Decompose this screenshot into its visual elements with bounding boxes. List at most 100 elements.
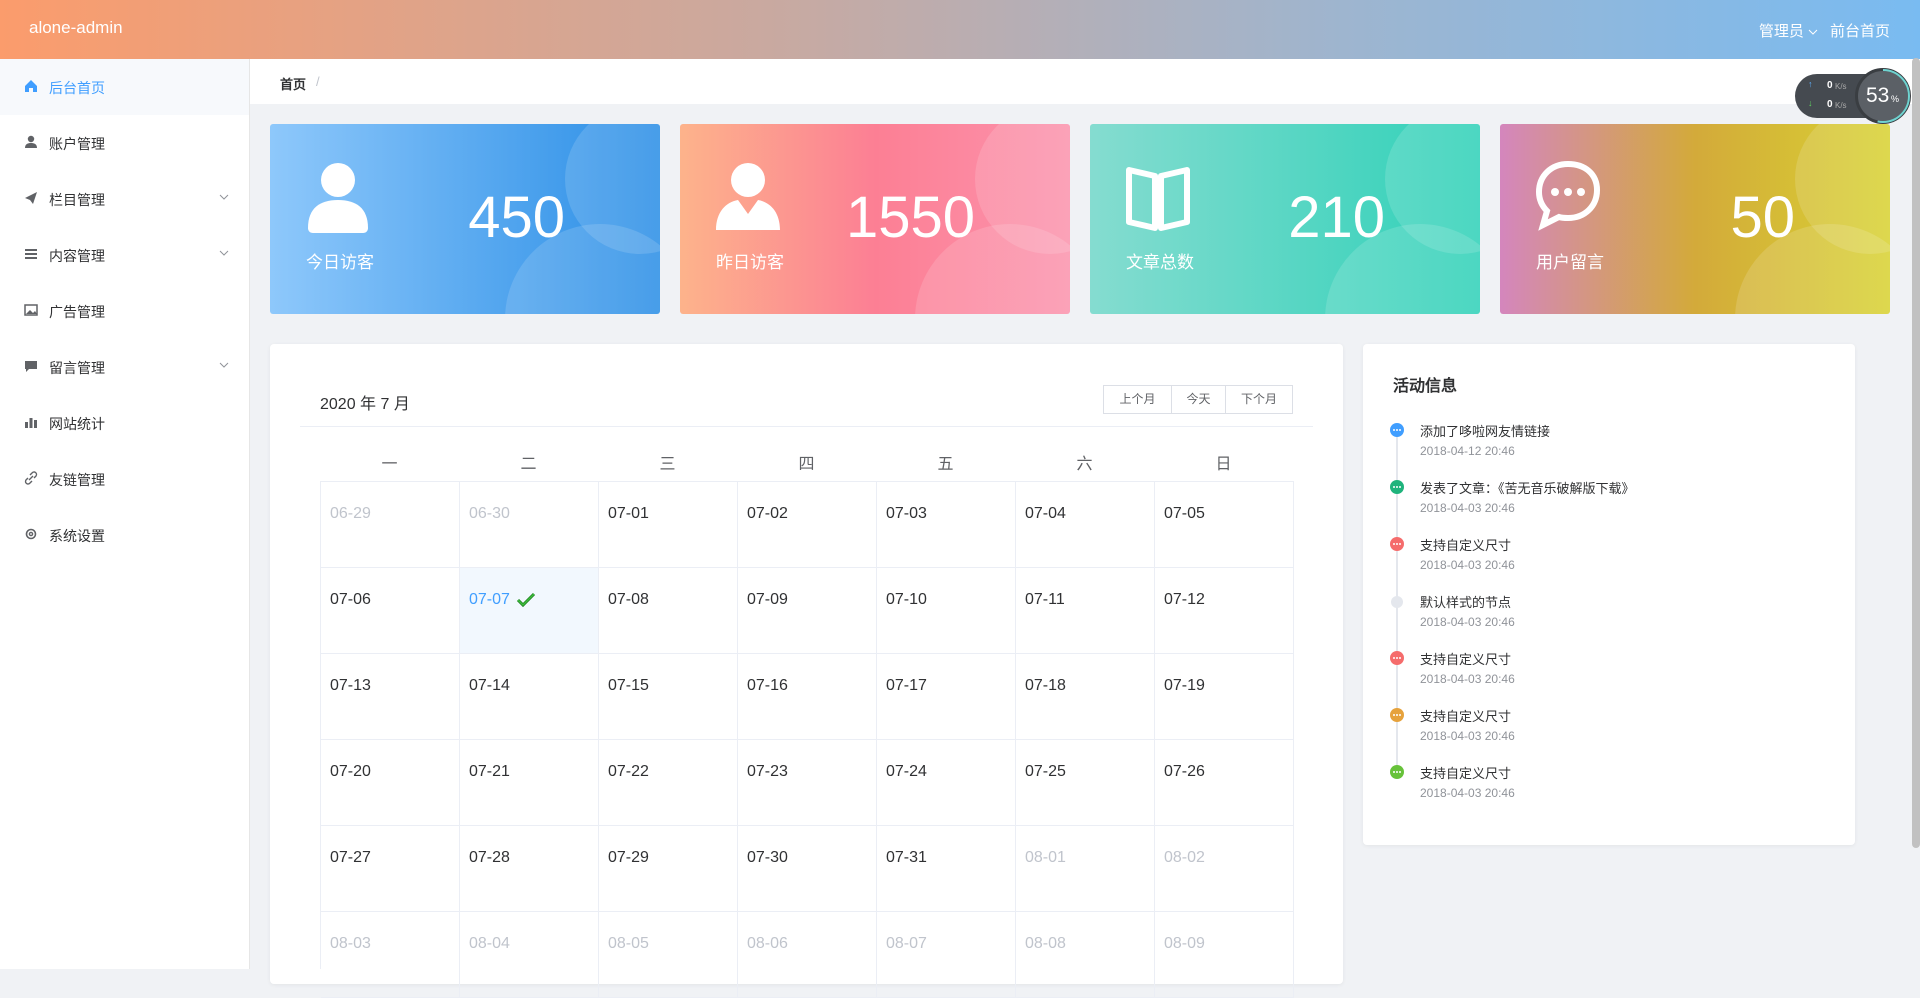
menu-item[interactable]: 系统设置 bbox=[0, 507, 249, 563]
calendar-day[interactable]: 08-08 bbox=[1016, 912, 1155, 998]
upload-arrow: ↑ bbox=[1808, 79, 1813, 89]
calendar-day[interactable]: 07-15 bbox=[599, 654, 738, 740]
activity-content: 添加了哆啦网友情链接 bbox=[1420, 424, 1551, 439]
upload-unit: K/s bbox=[1835, 82, 1847, 91]
menu-item[interactable]: 网站统计 bbox=[0, 395, 249, 451]
calendar-day[interactable]: 07-19 bbox=[1155, 654, 1294, 740]
calendar-day[interactable]: 07-21 bbox=[460, 740, 599, 826]
timeline-dot bbox=[1390, 537, 1404, 551]
menu-item[interactable]: 广告管理 bbox=[0, 283, 249, 339]
day-label: 07-10 bbox=[886, 591, 927, 608]
calendar-day[interactable]: 08-01 bbox=[1016, 826, 1155, 912]
menu-item[interactable]: 留言管理 bbox=[0, 339, 249, 395]
calendar-day[interactable]: 07-23 bbox=[738, 740, 877, 826]
weekday: 三 bbox=[659, 456, 676, 473]
calendar-day[interactable]: 07-24 bbox=[877, 740, 1016, 826]
today-check bbox=[516, 592, 536, 613]
stat-card[interactable]: 50 用户留言 bbox=[1500, 124, 1890, 314]
calendar-day[interactable]: 07-14 bbox=[460, 654, 599, 740]
activity-content: 支持自定义尺寸 bbox=[1420, 538, 1512, 553]
calendar-day[interactable]: 07-01 bbox=[599, 482, 738, 568]
user-menu[interactable]: 管理员 bbox=[1759, 20, 1818, 41]
day-label: 07-04 bbox=[1025, 505, 1066, 522]
day-label: 07-18 bbox=[1025, 677, 1066, 694]
calendar-day[interactable]: 07-10 bbox=[877, 568, 1016, 654]
menu-label: 广告管理 bbox=[49, 304, 105, 320]
calendar-grid bbox=[320, 481, 1294, 969]
calendar-day[interactable]: 07-03 bbox=[877, 482, 1016, 568]
brand[interactable]: alone-admin bbox=[29, 18, 123, 37]
calendar-button[interactable]: 下个月 bbox=[1225, 385, 1293, 414]
calendar-day[interactable]: 07-17 bbox=[877, 654, 1016, 740]
day-label: 07-25 bbox=[1025, 763, 1066, 780]
calendar-day[interactable]: 07-09 bbox=[738, 568, 877, 654]
day-label: 07-29 bbox=[608, 849, 649, 866]
memory-gauge[interactable]: 53% bbox=[1855, 68, 1911, 124]
calendar-day[interactable]: 08-03 bbox=[321, 912, 460, 998]
calendar-day[interactable]: 07-18 bbox=[1016, 654, 1155, 740]
menu-label: 网站统计 bbox=[49, 416, 105, 432]
calendar-day[interactable]: 07-08 bbox=[599, 568, 738, 654]
stat-label: 昨日访客 bbox=[716, 253, 784, 272]
front-link[interactable]: 前台首页 bbox=[1829, 23, 1890, 40]
calendar-day[interactable]: 08-06 bbox=[738, 912, 877, 998]
calendar-day[interactable]: 07-28 bbox=[460, 826, 599, 912]
calendar-day[interactable]: 08-07 bbox=[877, 912, 1016, 998]
day-label: 07-31 bbox=[886, 849, 927, 866]
breadcrumb-separator: / bbox=[316, 74, 320, 89]
calendar-button[interactable]: 上个月 bbox=[1103, 385, 1172, 414]
calendar-button[interactable]: 今天 bbox=[1171, 385, 1226, 414]
activity-title: 活动信息 bbox=[1393, 378, 1458, 395]
menu-item[interactable]: 友链管理 bbox=[0, 451, 249, 507]
activity-time: 2018-04-12 20:46 bbox=[1420, 444, 1515, 458]
menu-item[interactable]: 账户管理 bbox=[0, 115, 249, 171]
stat-card[interactable]: 450 今日访客 bbox=[270, 124, 660, 314]
day-label: 07-09 bbox=[747, 591, 788, 608]
calendar-day[interactable]: 07-31 bbox=[877, 826, 1016, 912]
activity-content: 支持自定义尺寸 bbox=[1420, 709, 1512, 724]
calendar-day[interactable]: 07-26 bbox=[1155, 740, 1294, 826]
user-name[interactable]: 管理员 bbox=[1758, 23, 1804, 40]
calendar-day[interactable]: 07-25 bbox=[1016, 740, 1155, 826]
stat-value: 210 bbox=[1288, 185, 1385, 250]
calendar-day[interactable]: 07-27 bbox=[321, 826, 460, 912]
menu-label: 后台首页 bbox=[49, 80, 105, 96]
day-label: 08-03 bbox=[330, 935, 371, 952]
calendar-day[interactable]: 07-22 bbox=[599, 740, 738, 826]
calendar-day[interactable]: 07-05 bbox=[1155, 482, 1294, 568]
calendar-day[interactable]: 08-02 bbox=[1155, 826, 1294, 912]
download-speed: 0 bbox=[1827, 99, 1833, 110]
calendar-day[interactable]: 08-04 bbox=[460, 912, 599, 998]
calendar-day[interactable]: 07-13 bbox=[321, 654, 460, 740]
calendar-day[interactable]: 07-12 bbox=[1155, 568, 1294, 654]
calendar-day[interactable]: 07-04 bbox=[1016, 482, 1155, 568]
weekday: 二 bbox=[520, 456, 537, 473]
calendar-day[interactable]: 06-29 bbox=[321, 482, 460, 568]
menu-item[interactable]: 后台首页 bbox=[0, 59, 249, 115]
stat-card[interactable]: 210 文章总数 bbox=[1090, 124, 1480, 314]
activity-content: 支持自定义尺寸 bbox=[1420, 766, 1512, 781]
calendar-day[interactable]: 07-06 bbox=[321, 568, 460, 654]
calendar-day[interactable]: 07-30 bbox=[738, 826, 877, 912]
calendar-day[interactable]: 07-07 bbox=[460, 568, 599, 654]
breadcrumb-item[interactable]: 首页 bbox=[280, 77, 307, 92]
day-label: 07-24 bbox=[886, 763, 927, 780]
day-label: 07-28 bbox=[469, 849, 510, 866]
calendar-day[interactable]: 07-16 bbox=[738, 654, 877, 740]
gauge-ring bbox=[1855, 68, 1911, 129]
stat-value: 450 bbox=[468, 185, 565, 250]
calendar-day[interactable]: 07-02 bbox=[738, 482, 877, 568]
scrollbar[interactable] bbox=[1912, 58, 1920, 848]
calendar-day[interactable]: 07-11 bbox=[1016, 568, 1155, 654]
calendar-day[interactable]: 08-09 bbox=[1155, 912, 1294, 998]
calendar-day[interactable]: 06-30 bbox=[460, 482, 599, 568]
stat-card[interactable]: 1550 昨日访客 bbox=[680, 124, 1070, 314]
day-label: 07-15 bbox=[608, 677, 649, 694]
weekday: 五 bbox=[937, 456, 954, 473]
menu-item[interactable]: 栏目管理 bbox=[0, 171, 249, 227]
stat-value: 50 bbox=[1730, 185, 1795, 250]
calendar-day[interactable]: 08-05 bbox=[599, 912, 738, 998]
calendar-day[interactable]: 07-29 bbox=[599, 826, 738, 912]
menu-item[interactable]: 内容管理 bbox=[0, 227, 249, 283]
calendar-day[interactable]: 07-20 bbox=[321, 740, 460, 826]
